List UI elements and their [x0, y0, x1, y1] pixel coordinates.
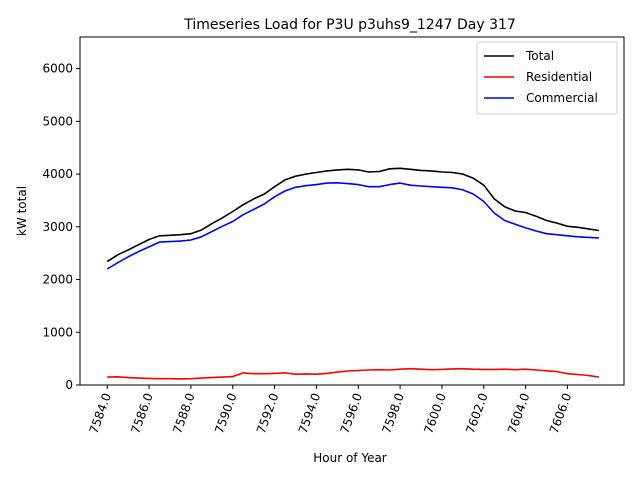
y-tick-label: 1000 [42, 325, 73, 339]
y-tick-label: 2000 [42, 273, 73, 287]
legend-label-total: Total [525, 49, 554, 63]
legend-box [476, 41, 618, 115]
legend-label-commercial: Commercial [526, 91, 598, 105]
legend: Total Residential Commercial [476, 41, 618, 115]
series-line-total [106, 167, 600, 263]
y-tick-label: 0 [65, 378, 73, 392]
series-line-residential [107, 367, 600, 380]
series-line-commercial [106, 182, 599, 270]
y-tick-label: 4000 [42, 167, 73, 181]
series-layer [106, 167, 600, 380]
chart-title: Timeseries Load for P3U p3uhs9_1247 Day … [183, 17, 516, 33]
y-tick-label: 3000 [42, 220, 73, 234]
legend-label-residential: Residential [526, 70, 592, 84]
x-axis-label: Hour of Year [313, 451, 387, 465]
y-tick-label: 5000 [42, 114, 73, 128]
y-tick-label: 6000 [42, 62, 73, 76]
y-axis-label: kW total [15, 186, 29, 236]
